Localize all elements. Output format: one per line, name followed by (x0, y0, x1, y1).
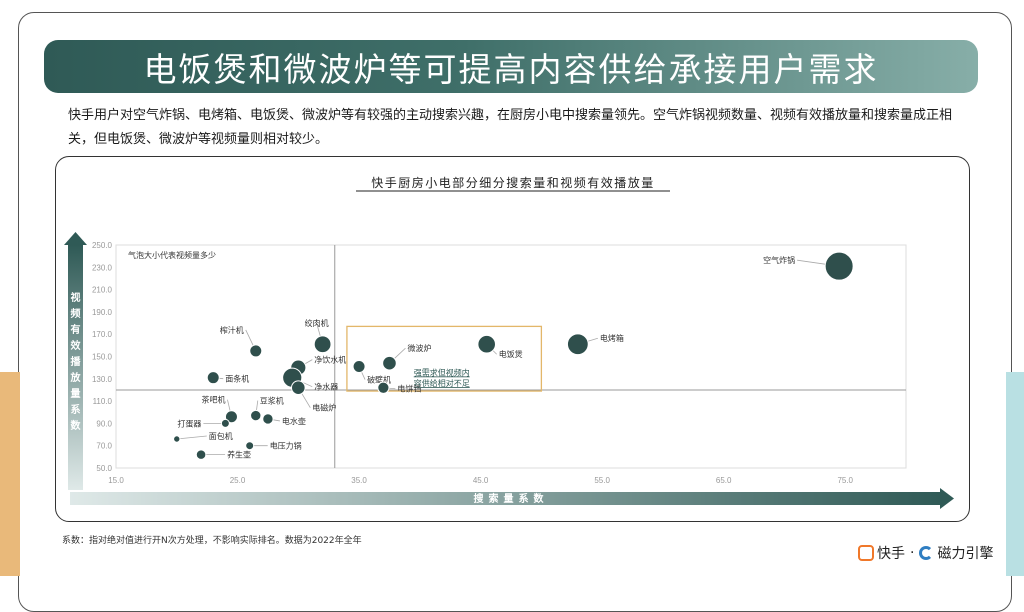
y-axis-label-char: 视 (71, 291, 81, 304)
bubble-point (477, 334, 496, 354)
y-tick-label: 70.0 (96, 442, 112, 451)
bubble-label: 面包机 (209, 431, 233, 441)
bubble-point (249, 344, 263, 358)
y-tick-label: 250.0 (92, 241, 113, 250)
bubble-label: 茶吧机 (201, 395, 225, 405)
left-decor-bar (0, 372, 20, 576)
bubble-label: 打蛋器 (177, 418, 201, 428)
bubble-point (382, 355, 397, 371)
bubble-label: 电水壶 (282, 416, 306, 426)
y-axis-label-char: 播 (71, 355, 82, 368)
bubble-label: 微波炉 (407, 343, 431, 353)
chart-title: 快手厨房小电部分细分搜索量和视频有效播放量 (371, 175, 655, 190)
brand-logos: 快手 · 磁力引擎 (858, 543, 993, 563)
bubble-label: 电磁炉 (312, 403, 336, 413)
bubble-point (250, 409, 262, 422)
bubble-point (220, 418, 230, 428)
intro-paragraph: 快手用户对空气炸锅、电烤箱、电饭煲、微波炉等有较强的主动搜索兴趣，在厨房小电中搜… (68, 108, 953, 147)
highlight-label-line2: 容供给相对不足 (414, 378, 470, 388)
y-axis-label-char: 系 (71, 403, 81, 416)
bubble-label: 净水器 (314, 382, 338, 392)
y-tick-label: 190.0 (92, 308, 113, 317)
y-tick-label: 210.0 (92, 286, 113, 295)
bubble-label: 净饮水机 (314, 355, 346, 365)
bubble-label: 榨汁机 (220, 325, 244, 335)
bubble-point (824, 251, 854, 281)
bubble-point (377, 381, 390, 394)
y-axis-label-char: 频 (71, 307, 81, 320)
y-tick-label: 50.0 (96, 464, 112, 473)
bubble-point (173, 435, 181, 443)
bubble-label: 养生壶 (227, 450, 251, 460)
title-banner: 电饭煲和微波炉等可提高内容供给承接用户需求 (44, 40, 978, 93)
y-tick-label: 110.0 (93, 397, 113, 406)
brand-kuaishou: 快手 (877, 546, 905, 562)
kuaishou-logo-icon (858, 545, 874, 561)
y-axis-label-char: 数 (71, 419, 82, 432)
right-decor-bar (1006, 372, 1024, 576)
bubble-label: 电烤箱 (600, 333, 624, 343)
bubble-leader-line (176, 435, 207, 440)
plot-area-border (115, 244, 907, 469)
brand-separator: · (910, 545, 915, 561)
brand-cili: 磁力引擎 (937, 546, 994, 562)
bubble-point (206, 371, 220, 385)
bubble-chart: 快手厨房小电部分细分搜索量和视频有效播放量 50.0 70.0 90.0 110.0 13… (64, 175, 954, 509)
bubble-point (313, 335, 332, 354)
x-tick-label: 35.0 (351, 476, 367, 485)
y-axis-label-char: 效 (71, 339, 82, 352)
bubble-label: 空气炸锅 (763, 255, 795, 265)
bubble-point (291, 380, 306, 396)
x-tick-label: 75.0 (837, 476, 853, 485)
y-axis-arrow-bar (68, 245, 83, 490)
y-tick-label: 150.0 (92, 353, 113, 362)
y-tick-label: 230.0 (92, 263, 113, 272)
bubble-label: 破壁机 (367, 375, 391, 385)
bubble-point (262, 413, 274, 425)
bubble-point (352, 360, 366, 374)
bubble-label: 电饼铛 (397, 384, 421, 394)
bubble-point (566, 333, 589, 356)
x-axis-arrow-head (940, 488, 954, 509)
y-tick-label: 130.0 (92, 375, 113, 384)
bubble-point (245, 441, 255, 451)
bubble-point (195, 449, 207, 460)
x-tick-label: 55.0 (594, 476, 610, 485)
x-axis-arrow-bar (70, 492, 940, 505)
bubble-label: 电饭煲 (499, 349, 523, 359)
highlight-label-line1: 强需求但视频内 (414, 367, 470, 377)
cili-logo-icon (919, 546, 934, 560)
y-tick-label: 90.0 (96, 419, 112, 428)
bubble-label: 面条机 (225, 374, 249, 384)
x-tick-label: 45.0 (473, 476, 489, 485)
x-axis-label: 搜索量系数 (474, 492, 549, 505)
bubble-label: 电压力锅 (270, 441, 302, 451)
x-tick-label: 65.0 (716, 476, 732, 485)
chart-panel: 快手厨房小电部分细分搜索量和视频有效播放量 50.0 70.0 90.0 110.0 13… (55, 156, 970, 522)
y-tick-label: 170.0 (92, 330, 113, 339)
bubble-label: 豆浆机 (260, 396, 284, 406)
y-axis-arrow-head (64, 232, 87, 245)
bubble-label: 绞肉机 (305, 318, 329, 328)
y-axis-label-char: 放 (70, 371, 82, 384)
bubble-point (224, 410, 238, 424)
x-tick-label: 15.0 (108, 476, 124, 485)
bubble-size-note: 气泡大小代表视频量多少 (128, 250, 216, 260)
page-title: 电饭煲和微波炉等可提高内容供给承接用户需求 (143, 49, 879, 89)
y-axis-label-char: 量 (71, 387, 81, 400)
highlight-box (346, 325, 543, 392)
footnote: 系数：指对绝对值进行开N次方处理，不影响实际排名。数据为2022年全年 (62, 536, 362, 546)
x-tick-label: 25.0 (230, 476, 246, 485)
y-axis-label-char: 有 (71, 323, 81, 336)
